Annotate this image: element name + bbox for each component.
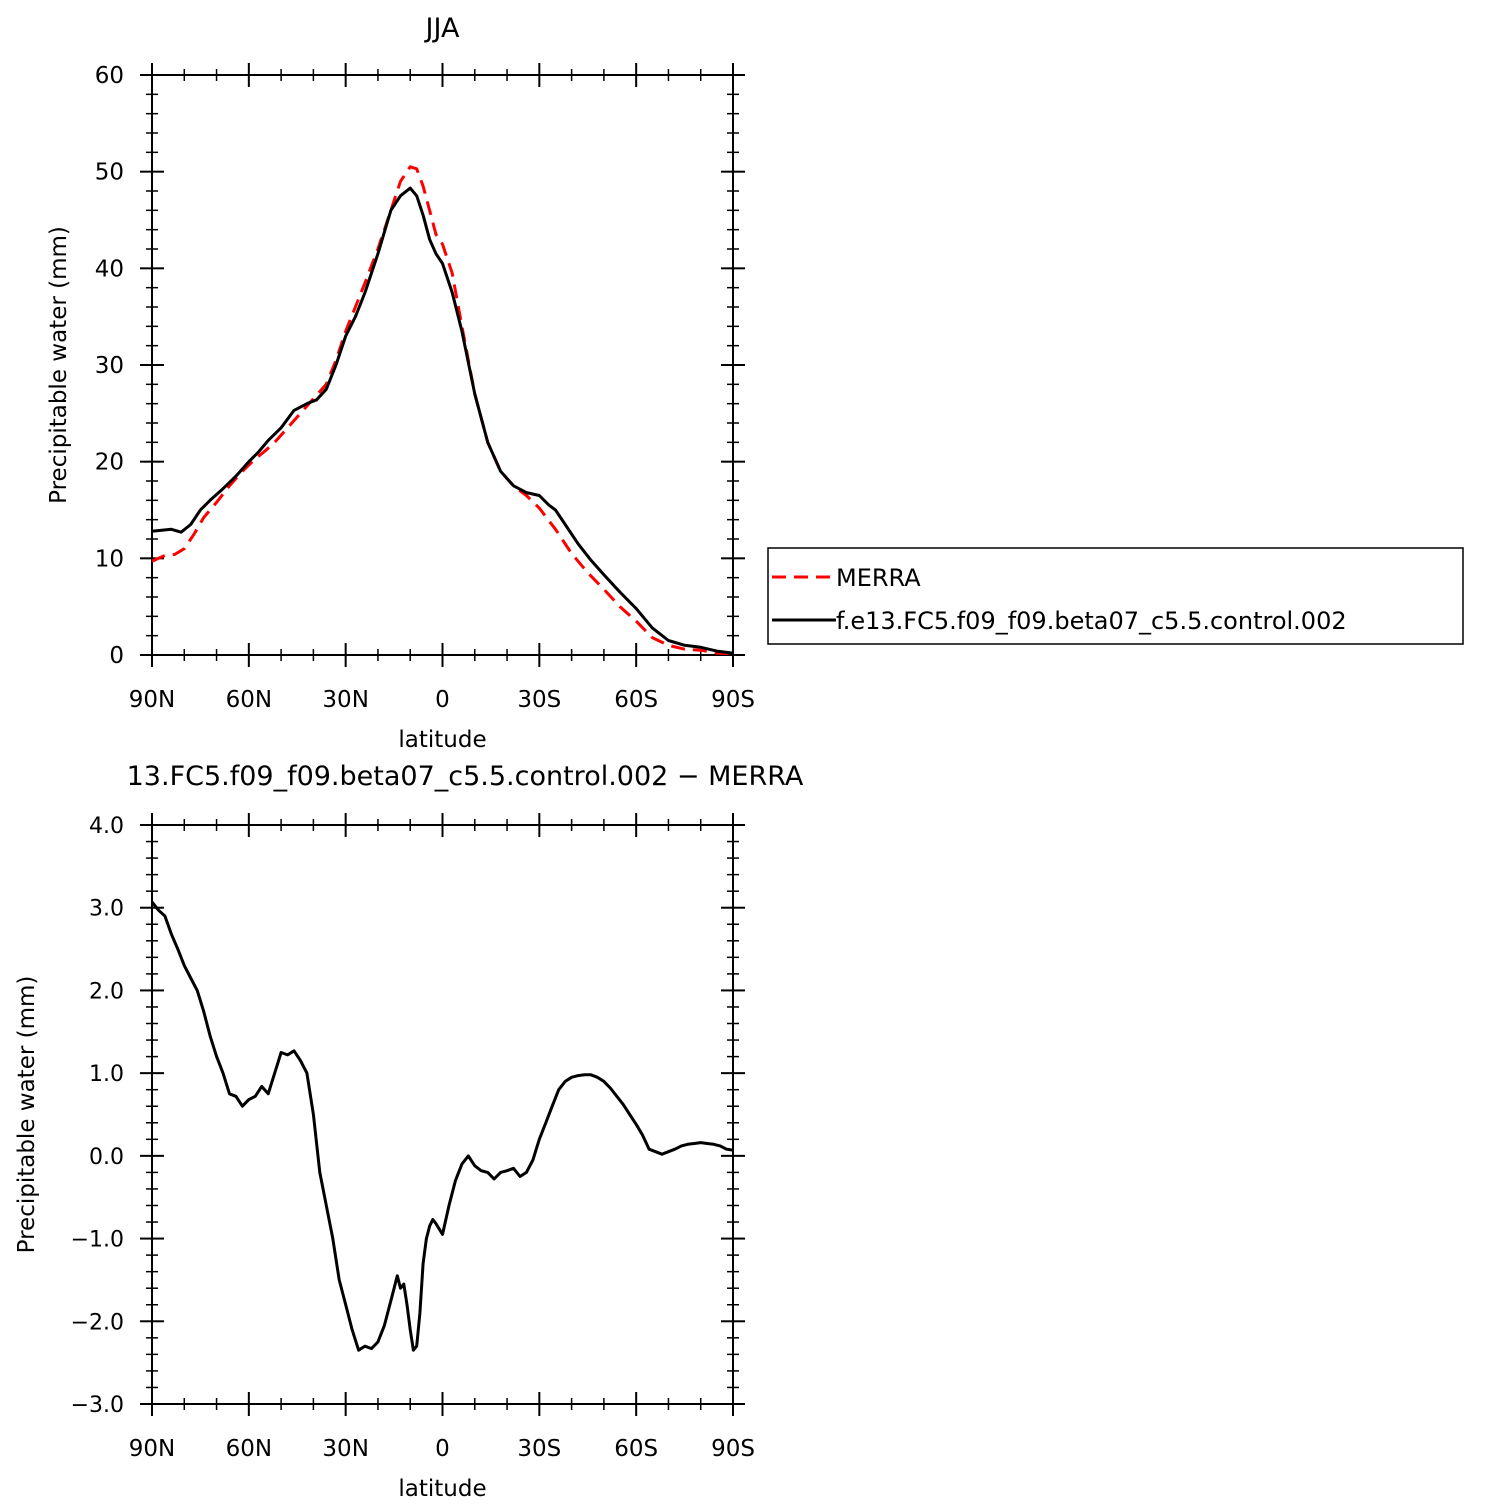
series-line-f-e13-fc5-f09-f09-beta07-c5-5-control-002 (152, 186, 733, 655)
y-tick-label: 60 (95, 63, 124, 89)
x-axis-label: latitude (398, 727, 486, 753)
x-tick-label: 60S (614, 1436, 658, 1462)
x-tick-label: 30N (322, 687, 368, 713)
plot-frame (151, 74, 734, 656)
x-tick-label: 30S (517, 687, 561, 713)
legend-label: f.e13.FC5.f09_f09.beta07_c5.5.control.00… (836, 607, 1347, 635)
chart-panel-2: 13.FC5.f09_f09.beta07_c5.5.control.002 −… (14, 761, 804, 1502)
chart-title: 13.FC5.f09_f09.beta07_c5.5.control.002 −… (127, 761, 804, 792)
chart-title: JJA (424, 13, 460, 44)
legend-label: MERRA (836, 564, 921, 592)
y-tick-label: 1.0 (89, 1062, 124, 1087)
y-tick-label: 10 (95, 546, 124, 572)
y-tick-label: 30 (95, 353, 124, 379)
y-tick-label: −2.0 (71, 1310, 124, 1335)
y-tick-label: 0 (109, 643, 124, 669)
y-tick-label: 20 (95, 450, 124, 476)
series-line-difference (152, 900, 733, 1352)
plot-frame (151, 824, 734, 1405)
chart-panel-1: JJA 0 10 20 30 40 50 60 90N 60N 30N 0 30S 60S 90S latit… (46, 13, 1464, 753)
y-tick-label: 4.0 (89, 814, 124, 839)
x-tick-label: 60N (226, 1436, 272, 1462)
x-tick-label: 30N (322, 1436, 368, 1462)
x-tick-label: 90N (129, 687, 175, 713)
x-tick-label: 30S (517, 1436, 561, 1462)
legend: MERRA f.e13.FC5.f09_f09.beta07_c5.5.contr… (767, 547, 1464, 645)
y-tick-label: 50 (95, 160, 124, 186)
y-tick-label: 2.0 (89, 979, 124, 1004)
x-tick-label: 90S (711, 1436, 755, 1462)
x-tick-label: 0 (435, 1436, 450, 1462)
y-tick-label: −1.0 (71, 1228, 124, 1253)
x-tick-label: 60N (226, 687, 272, 713)
series-line-merra (152, 165, 733, 655)
y-axis-label: Precipitable water (mm) (14, 976, 40, 1254)
y-tick-label: 0.0 (89, 1145, 124, 1170)
y-tick-label: 40 (95, 256, 124, 282)
x-tick-label: 90S (711, 687, 755, 713)
x-tick-label: 0 (435, 687, 450, 713)
legend-box (767, 547, 1464, 645)
x-axis-label: latitude (398, 1476, 486, 1502)
y-tick-label: 3.0 (89, 897, 124, 922)
y-tick-label: −3.0 (71, 1393, 124, 1418)
y-axis-label: Precipitable water (mm) (46, 226, 72, 504)
x-tick-label: 60S (614, 687, 658, 713)
x-tick-label: 90N (129, 1436, 175, 1462)
